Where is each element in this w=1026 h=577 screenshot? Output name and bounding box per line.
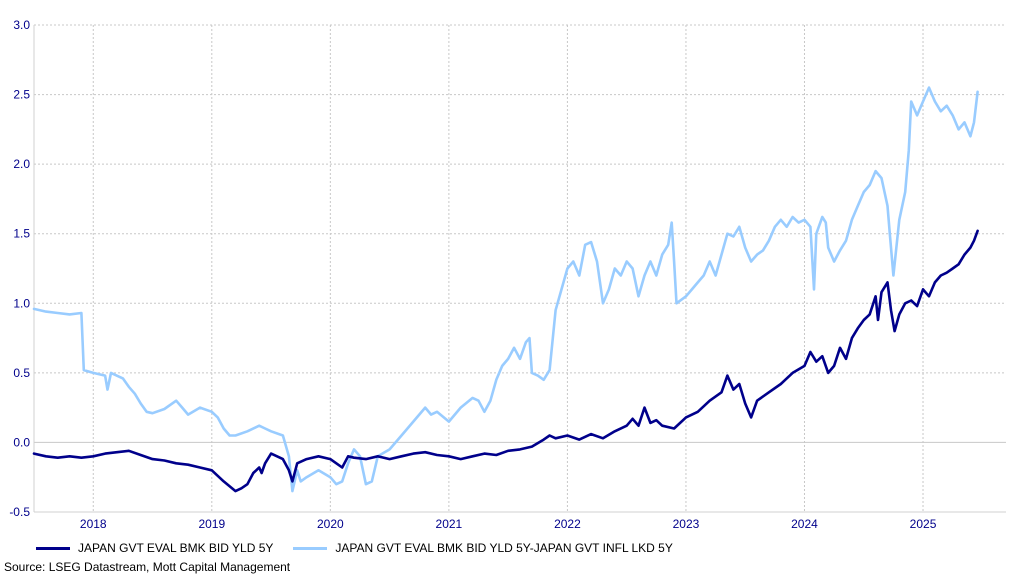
source-note: Source: LSEG Datastream, Mott Capital Ma… bbox=[4, 560, 291, 574]
y-tick-label: 0.0 bbox=[13, 435, 30, 449]
x-axis-ticks: 2018 2019 2020 2021 2022 2023 2024 2025 bbox=[80, 517, 937, 531]
legend-label-5y-yield: JAPAN GVT EVAL BMK BID YLD 5Y bbox=[78, 541, 274, 555]
line-chart: 3.02.52.01.51.00.50.0-0.5 2018 2019 2020 20… bbox=[9, 18, 1006, 531]
series-line-5y-yield bbox=[32, 229, 979, 493]
legend-label-real-spread: JAPAN GVT EVAL BMK BID YLD 5Y-JAPAN GVT … bbox=[335, 541, 673, 555]
y-axis-ticks: 3.0 2.5 2.0 1.5 1.0 0.5 0.0 -0.5 bbox=[9, 18, 30, 519]
x-tick-label: 2023 bbox=[673, 517, 700, 531]
series-line-real-spread bbox=[32, 86, 979, 493]
x-tick-label: 2019 bbox=[198, 517, 225, 531]
y-tick-label: 2.5 bbox=[13, 88, 30, 102]
y-tick-label: 0.5 bbox=[13, 366, 30, 380]
legend-swatch-light-blue bbox=[293, 546, 328, 550]
x-tick-label: 2024 bbox=[791, 517, 818, 531]
x-tick-label: 2021 bbox=[436, 517, 463, 531]
legend-item-5y-yield: JAPAN GVT EVAL BMK BID YLD 5Y bbox=[36, 541, 273, 555]
x-tick-label: 2022 bbox=[554, 517, 581, 531]
y-tick-label: -0.5 bbox=[9, 505, 30, 519]
x-tick-label: 2018 bbox=[80, 517, 107, 531]
grid-lines bbox=[34, 24, 1006, 513]
y-tick-label: 1.0 bbox=[13, 296, 30, 310]
legend: JAPAN GVT EVAL BMK BID YLD 5Y JAPAN GVT … bbox=[36, 541, 693, 555]
y-tick-label: 1.5 bbox=[13, 227, 30, 241]
series-lines bbox=[32, 86, 979, 493]
x-tick-label: 2025 bbox=[910, 517, 937, 531]
y-tick-label: 3.0 bbox=[13, 18, 30, 32]
legend-swatch-dark-blue bbox=[36, 546, 70, 550]
legend-item-real-spread: JAPAN GVT EVAL BMK BID YLD 5Y-JAPAN GVT … bbox=[293, 541, 673, 555]
y-tick-label: 2.0 bbox=[13, 157, 30, 171]
x-tick-label: 2020 bbox=[317, 517, 344, 531]
axes bbox=[33, 25, 1006, 513]
